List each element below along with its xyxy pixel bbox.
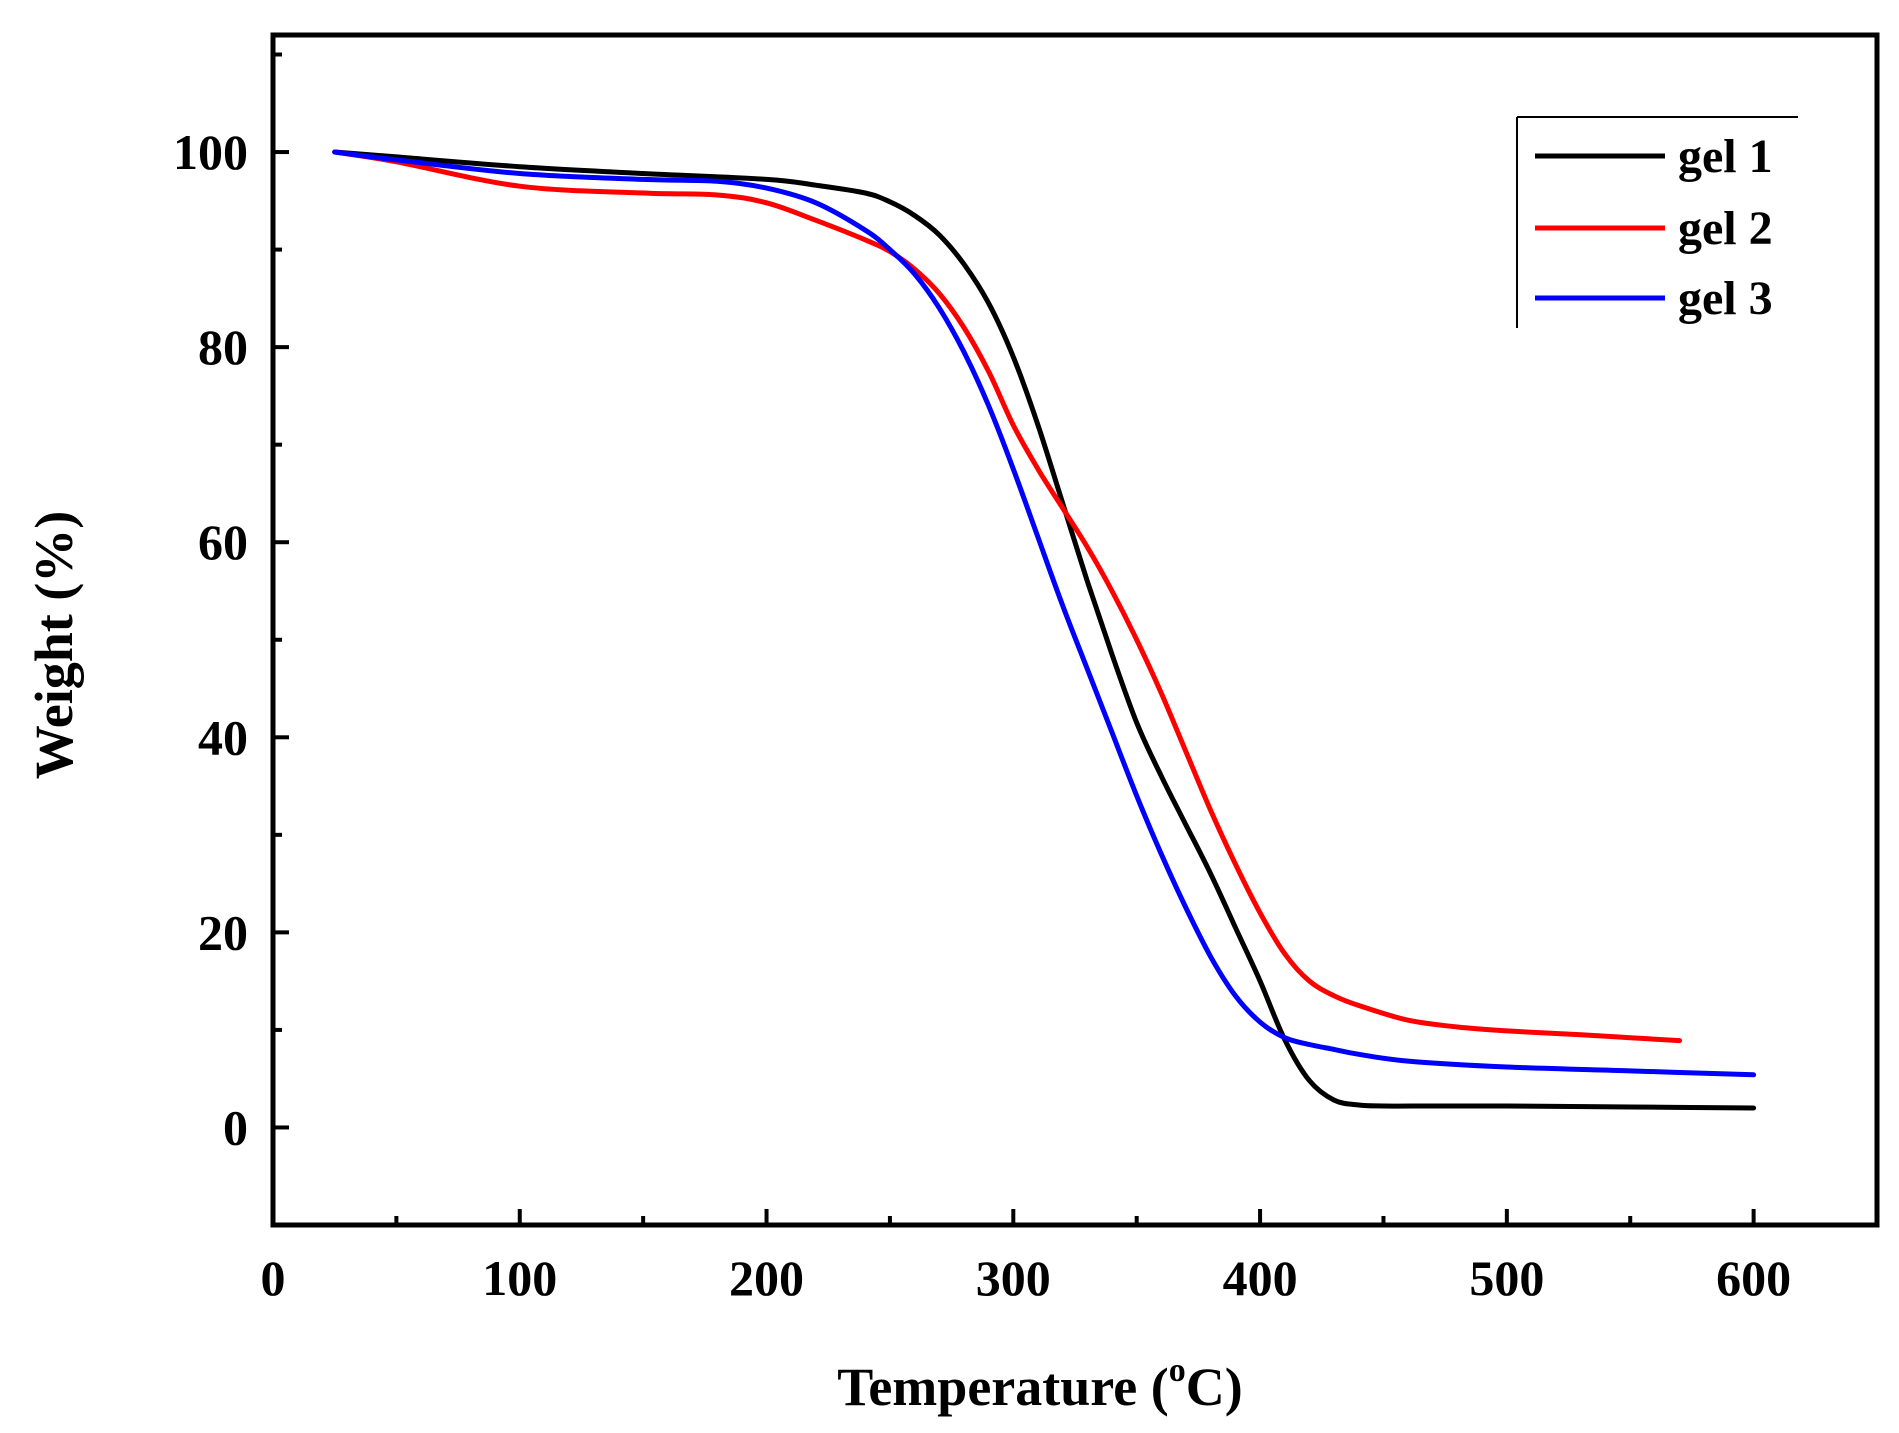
- series-line-gel-1: [332, 149, 1757, 1111]
- x-tick-labels: 0 100 200 300 400 500 600: [261, 1250, 1792, 1306]
- x-axis-title: Temperature (oC): [837, 1352, 1242, 1417]
- series-line-gel-2: [332, 149, 1683, 1044]
- x-tick-label: 400: [1223, 1250, 1298, 1306]
- x-tick-label: 100: [482, 1250, 557, 1306]
- plot-curves: [332, 149, 1757, 1111]
- legend-label-gel-1: gel 1: [1678, 130, 1773, 183]
- legend-label-gel-2: gel 2: [1678, 202, 1773, 255]
- x-tick-label: 500: [1469, 1250, 1544, 1306]
- x-axis-title-main: Temperature (: [837, 1357, 1168, 1417]
- x-tick-label: 200: [729, 1250, 804, 1306]
- y-tick-label: 20: [198, 904, 248, 960]
- y-tick-label: 100: [173, 124, 248, 180]
- y-tick-label: 40: [198, 709, 248, 765]
- y-axis-title: Weight (%): [24, 511, 84, 779]
- x-axis-title-degree: o: [1169, 1352, 1186, 1389]
- legend-label-gel-3: gel 3: [1678, 272, 1773, 325]
- x-tick-label: 600: [1716, 1250, 1791, 1306]
- y-tick-label: 60: [198, 514, 248, 570]
- series-line-gel-3: [332, 149, 1757, 1078]
- axis-ticks: [271, 52, 1756, 1225]
- y-tick-label: 0: [223, 1099, 248, 1155]
- x-axis-title-unit: C): [1186, 1357, 1243, 1417]
- x-tick-label: 300: [976, 1250, 1051, 1306]
- y-tick-labels: 0 20 40 60 80 100: [173, 124, 248, 1155]
- plot-frame: [270, 32, 1880, 1228]
- y-tick-label: 80: [198, 319, 248, 375]
- x-tick-label: 0: [261, 1250, 286, 1306]
- legend: gel 1 gel 2 gel 3: [1516, 116, 1798, 328]
